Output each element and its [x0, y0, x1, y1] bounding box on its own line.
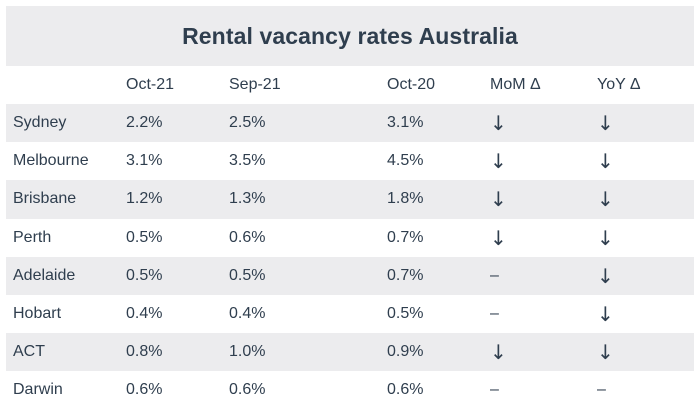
city-name: Darwin [13, 381, 63, 399]
city-name: Sydney [13, 114, 67, 132]
rate-oct-20: 0.7% [387, 266, 424, 284]
table-row: Hobart 0.4% 0.4% 0.5% – ↓ [6, 295, 694, 333]
yoy-change-indicator: ↓ [597, 111, 614, 136]
table-title: Rental vacancy rates Australia [182, 22, 518, 49]
rate-oct-21: 0.5% [126, 228, 163, 246]
mom-change-indicator: – [490, 381, 499, 399]
table-row: Adelaide 0.5% 0.5% 0.7% – ↓ [6, 256, 694, 295]
rate-sep-21: 0.6% [229, 381, 266, 399]
rate-oct-20: 1.8% [387, 190, 424, 208]
table-row: Sydney 2.2% 2.5% 3.1% ↓ ↓ [6, 104, 694, 143]
rate-oct-21: 3.1% [126, 152, 163, 170]
mom-change-indicator: ↓ [490, 149, 507, 174]
rate-oct-20: 0.6% [387, 381, 424, 399]
city-name: Hobart [13, 305, 62, 323]
table-row: Brisbane 1.2% 1.3% 1.8% ↓ ↓ [6, 180, 694, 219]
mom-change-indicator: ↓ [490, 111, 507, 136]
rate-oct-20: 3.1% [387, 114, 424, 132]
table-row: ACT 0.8% 1.0% 0.9% ↓ ↓ [6, 333, 694, 372]
header-yoy-change: YoY Δ [597, 76, 641, 93]
rate-sep-21: 2.5% [229, 114, 266, 132]
yoy-change-indicator: ↓ [597, 149, 614, 174]
city-name: Melbourne [13, 152, 89, 170]
table-row: Melbourne 3.1% 3.5% 4.5% ↓ ↓ [6, 142, 694, 180]
table-row: Perth 0.5% 0.6% 0.7% ↓ ↓ [6, 219, 694, 257]
rate-oct-21: 2.2% [126, 114, 163, 132]
yoy-change-indicator: ↓ [597, 302, 614, 327]
mom-change-indicator: ↓ [490, 340, 507, 365]
rate-sep-21: 3.5% [229, 152, 266, 170]
mom-change-indicator: – [490, 266, 499, 284]
rate-oct-21: 0.6% [126, 381, 163, 399]
mom-change-indicator: ↓ [490, 187, 507, 212]
city-name: Brisbane [13, 190, 77, 208]
header-sep-21: Sep-21 [229, 76, 281, 93]
rate-sep-21: 0.5% [229, 266, 266, 284]
yoy-change-indicator: ↓ [597, 263, 614, 288]
rate-sep-21: 1.0% [229, 343, 266, 361]
rate-oct-20: 0.9% [387, 343, 424, 361]
table-body: Sydney 2.2% 2.5% 3.1% ↓ ↓ Melbourne 3.1%… [6, 104, 694, 410]
title-bar: Rental vacancy rates Australia [6, 6, 694, 66]
city-name: ACT [13, 343, 45, 361]
table-header-row: Oct-21 Sep-21 Oct-20 MoM Δ YoY Δ [6, 66, 694, 104]
city-name: Adelaide [13, 266, 76, 284]
yoy-change-indicator: ↓ [597, 187, 614, 212]
rate-oct-20: 0.7% [387, 228, 424, 246]
rate-sep-21: 0.6% [229, 228, 266, 246]
yoy-change-indicator: – [597, 381, 606, 399]
header-oct-20: Oct-20 [387, 76, 436, 93]
rate-sep-21: 0.4% [229, 305, 266, 323]
yoy-change-indicator: ↓ [597, 340, 614, 365]
rate-oct-20: 0.5% [387, 305, 424, 323]
city-name: Perth [13, 228, 52, 246]
header-oct-21: Oct-21 [126, 76, 175, 93]
rate-oct-21: 0.8% [126, 343, 163, 361]
rate-sep-21: 1.3% [229, 190, 266, 208]
table-row: Darwin 0.6% 0.6% 0.6% – – [6, 371, 694, 409]
mom-change-indicator: ↓ [490, 225, 507, 250]
header-mom-change: MoM Δ [490, 76, 541, 93]
rate-oct-21: 1.2% [126, 190, 163, 208]
yoy-change-indicator: ↓ [597, 225, 614, 250]
rate-oct-20: 4.5% [387, 152, 424, 170]
mom-change-indicator: – [490, 305, 499, 323]
rate-oct-21: 0.4% [126, 305, 163, 323]
rate-oct-21: 0.5% [126, 266, 163, 284]
